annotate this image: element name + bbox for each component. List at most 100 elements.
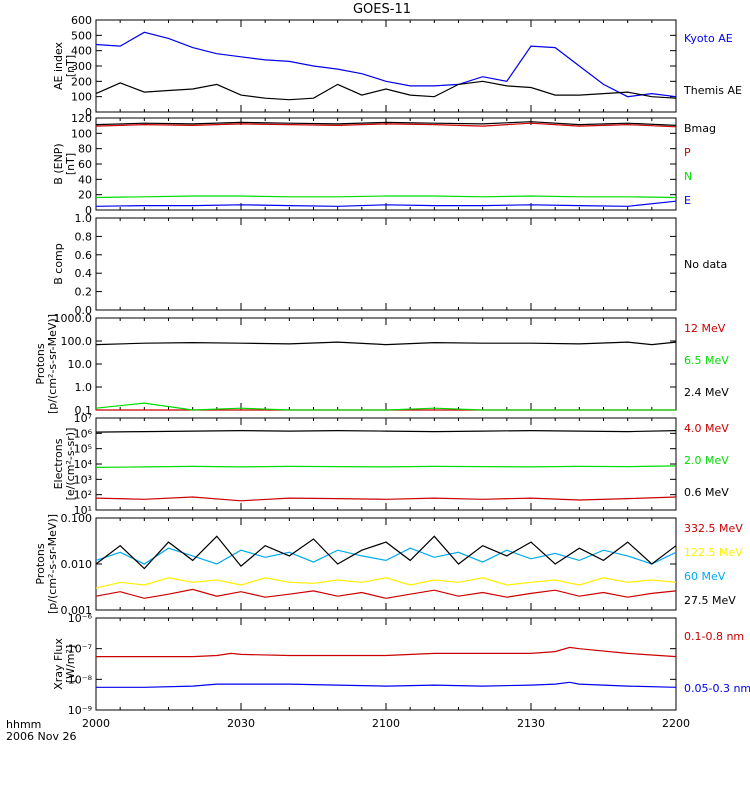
series-line-4-0-mev <box>95 496 677 502</box>
legend-entry: 122.5 MeV <box>684 546 743 559</box>
y-tick-label: 10¹ <box>74 504 92 517</box>
legend-entry: Bmag <box>684 122 716 135</box>
legend-entry: Kyoto AE <box>684 32 733 45</box>
y-tick-label: 0.8 <box>75 230 93 243</box>
y-tick-label: 1.0 <box>75 212 93 225</box>
y-tick-label: 80 <box>78 143 92 156</box>
x-tick-label: 2200 <box>662 717 690 730</box>
legend-entry: 6.5 MeV <box>684 354 729 367</box>
series-line-n <box>95 195 677 199</box>
legend-entry: Themis AE <box>683 84 742 97</box>
panel-bcomp: 0.0 0.2 0.4 0.6 0.8 1.0 B comp No data <box>52 212 727 317</box>
y-tick-label: 0.2 <box>75 286 93 299</box>
y-axis-label: AE index[nT] <box>52 41 77 90</box>
y-axis-label: Protons[p/(cm²-s-sr-MeV)] <box>34 314 59 414</box>
y-tick-label: 10⁻⁹ <box>68 704 92 717</box>
series-line-2-0-mev <box>95 465 677 468</box>
y-tick-label: 500 <box>71 29 92 42</box>
legend-entry: 0.6 MeV <box>684 486 729 499</box>
legend-entry: 332.5 MeV <box>684 522 743 535</box>
legend-entry: 0.1-0.8 nm <box>684 630 744 643</box>
y-tick-label: 10³ <box>74 473 92 486</box>
legend-entry: 12 MeV <box>684 322 726 335</box>
date-label: 2006 Nov 26 <box>6 730 76 743</box>
legend-entry: 2.0 MeV <box>684 454 729 467</box>
time-format-label: hhmm <box>6 718 41 731</box>
series-line-0-1-0-8-nm <box>96 646 677 658</box>
y-tick-label: 10⁻⁸ <box>68 673 93 686</box>
series-line-60-mev <box>95 547 677 565</box>
y-tick-label: 0 <box>85 106 92 119</box>
y-axis-label: Xray Flux[W/m²] <box>52 638 77 690</box>
panel-electrons: 10¹ 10² 10³ 10⁴ 10⁵ 10⁶ 10⁷ Electrons[e/(cm²-s-… <box>52 412 729 517</box>
y-tick-label: 0.4 <box>75 267 93 280</box>
y-tick-label: 40 <box>78 173 92 186</box>
x-tick-label: 2030 <box>227 717 255 730</box>
y-tick-label: 10⁻⁶ <box>68 612 93 625</box>
x-tick-label: 2130 <box>517 717 545 730</box>
y-tick-label: 300 <box>71 60 92 73</box>
series-line-p <box>95 122 677 128</box>
legend-entry: P <box>684 146 691 159</box>
legend-entry: 27.5 MeV <box>684 594 736 607</box>
time-axis: 2000 2030 2100 2130 2200 <box>82 717 690 730</box>
y-tick-label: 0.1 <box>75 404 93 417</box>
y-tick-label: 0.6 <box>75 249 93 262</box>
y-tick-label: 0.001 <box>61 604 93 617</box>
series-line-332-5-mev <box>95 588 677 599</box>
y-tick-label: 1000.0 <box>54 312 93 325</box>
series-line-27-5-mev <box>95 535 677 570</box>
y-tick-label: 0.010 <box>61 558 93 571</box>
panel-frame <box>95 517 677 611</box>
y-tick-label: 10.0 <box>68 358 93 371</box>
legend-entry: N <box>684 170 692 183</box>
y-tick-label: 10⁵ <box>74 443 92 456</box>
y-tick-label: 200 <box>71 75 92 88</box>
panel-bfield: 0 20 40 60 80 100 120 B (ENP)[nT] Bmag PNE <box>52 112 716 217</box>
panel-xray: 10⁻⁹ 10⁻⁸ 10⁻⁷ 10⁻⁶ Xray Flux[W/m²] 0.1-0.8 n… <box>52 612 750 717</box>
panel-frame <box>95 617 677 711</box>
series-line-0-6-mev <box>95 429 677 433</box>
y-axis-label: B comp <box>52 243 65 285</box>
y-tick-label: 100 <box>71 127 92 140</box>
panel-ae: 0 100 200 300 400 500 600 AE index[nT] Kyoto AE T… <box>52 14 742 119</box>
panel-frame <box>95 317 677 411</box>
series-line-e <box>95 200 677 207</box>
legend-entry: 4.0 MeV <box>684 422 729 435</box>
y-tick-label: 60 <box>78 158 92 171</box>
y-tick-label: 10⁷ <box>74 412 92 425</box>
panel-frame <box>95 217 677 311</box>
x-tick-label: 2000 <box>82 717 110 730</box>
y-tick-label: 10² <box>74 489 92 502</box>
panel-frame <box>95 19 677 113</box>
series-line-0-05-0-3-nm <box>96 681 677 688</box>
y-tick-label: 600 <box>71 14 92 27</box>
y-axis-label: Protons[p/(cm²-s-sr-MeV)] <box>34 514 59 614</box>
legend-entry: 2.4 MeV <box>684 386 729 399</box>
y-tick-label: 10⁶ <box>74 427 93 440</box>
y-tick-label: 1.0 <box>75 381 93 394</box>
y-tick-label: 100 <box>71 91 92 104</box>
legend-entry: E <box>684 194 691 207</box>
series-line-bmag <box>95 121 677 126</box>
y-tick-label: 0.0 <box>75 304 93 317</box>
y-tick-label: 120 <box>71 112 92 125</box>
y-tick-label: 20 <box>78 189 92 202</box>
x-tick-label: 2100 <box>372 717 400 730</box>
y-tick-label: 10⁻⁷ <box>68 643 92 656</box>
panel-protons_high: 0.001 0.010 0.100Protons[p/(cm²-s-sr-MeV)]… <box>34 512 743 617</box>
series-line-kyoto-ae <box>95 31 677 98</box>
series-line-themis-ae <box>95 80 677 101</box>
y-axis-label: Electrons[e/(cm²-s-sr)] <box>52 428 77 501</box>
panel-protons_low: 0.1 1.0 10.0 100.0 1000.0Protons[p/(cm²-s-sr… <box>34 312 729 417</box>
y-tick-label: 0.100 <box>61 512 93 525</box>
series-line-2-4-mev <box>95 341 677 346</box>
y-tick-label: 10⁴ <box>74 458 93 471</box>
y-axis-label: B (ENP)[nT] <box>52 143 77 184</box>
series-line-122-5-mev <box>95 577 677 589</box>
figure-title: GOES-11 <box>353 2 411 17</box>
no-data-note: No data <box>684 258 727 271</box>
legend-entry: 0.05-0.3 nm <box>684 682 750 695</box>
